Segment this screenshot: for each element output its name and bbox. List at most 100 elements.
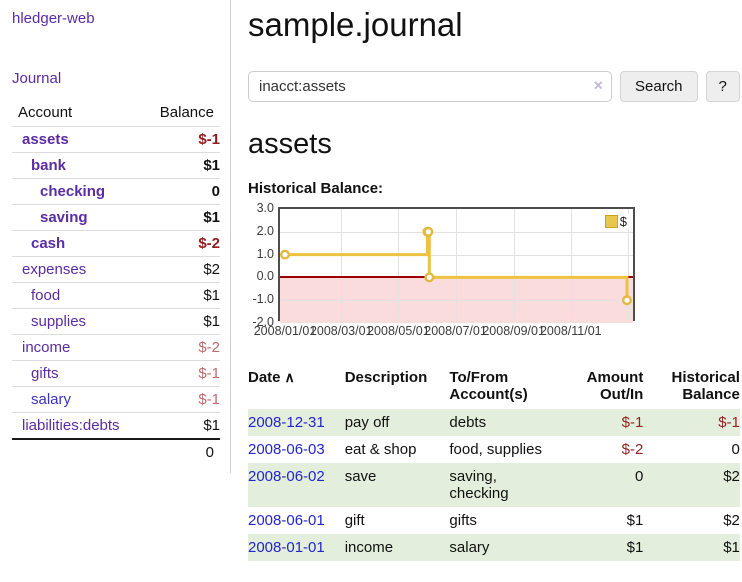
search-box: × (248, 71, 612, 102)
transaction-description: income (344, 539, 394, 556)
transaction-balance: $2 (723, 468, 740, 485)
account-link-food[interactable]: food (31, 287, 61, 304)
account-link-checking[interactable]: checking (40, 183, 106, 200)
register-table: Date ∧ Description To/From Account(s) Amo… (248, 365, 740, 561)
transaction-amount: $1 (626, 512, 644, 529)
account-row: saving $1 (12, 204, 220, 231)
transaction-date-link[interactable]: 2008-06-01 (248, 512, 325, 529)
transaction-date-link[interactable]: 2008-06-03 (248, 441, 325, 458)
account-link-cash[interactable]: cash (31, 235, 66, 252)
account-link-income[interactable]: income (22, 339, 71, 356)
accounts-total-row: 0 (12, 439, 220, 465)
column-header-accounts: To/From Account(s) (449, 369, 528, 403)
account-row: supplies $1 (12, 308, 220, 335)
account-row: liabilities:debts $1 (12, 412, 220, 440)
account-link-expenses[interactable]: expenses (22, 261, 87, 278)
account-balance: $-1 (198, 391, 220, 408)
account-heading: assets (248, 128, 332, 160)
x-tick-label: 2008/01/01 (253, 324, 317, 338)
column-header-description: Description (344, 369, 428, 386)
account-link-liabilities-debts[interactable]: liabilities:debts (22, 417, 120, 434)
transaction-amount: 0 (634, 468, 644, 485)
transaction-balance: $1 (723, 539, 740, 556)
transaction-accounts: gifts (449, 512, 477, 529)
help-button[interactable]: ? (705, 71, 740, 102)
search-button[interactable]: Search (620, 71, 698, 102)
legend-label: $ (619, 214, 627, 229)
transaction-balance: $2 (723, 512, 740, 529)
transaction-date-link[interactable]: 2008-12-31 (248, 414, 325, 431)
account-balance: $1 (203, 209, 220, 226)
column-header-date[interactable]: Date ∧ (248, 369, 295, 386)
y-tick-label: -2.0 (252, 315, 274, 329)
account-link-assets[interactable]: assets (22, 131, 69, 148)
accounts-total-value: 0 (205, 444, 214, 461)
transaction-amount: $-2 (621, 441, 644, 458)
account-link-gifts[interactable]: gifts (31, 365, 59, 382)
x-tick-label: 2008/05/01 (367, 324, 430, 338)
transaction-accounts: saving, checking (449, 468, 509, 502)
search-bar: × Search ? (248, 71, 740, 102)
transaction-description: save (344, 468, 377, 485)
accounts-header-account: Account (18, 104, 73, 121)
account-balance: $-2 (198, 339, 220, 356)
transaction-row: 2008-12-31 pay off debts $-1 $-1 (248, 409, 740, 436)
y-tick-label: 0.0 (256, 269, 274, 284)
v-gridline (398, 209, 400, 319)
account-balance: $2 (203, 261, 220, 278)
account-link-supplies[interactable]: supplies (31, 313, 87, 330)
y-tick-label: -1.0 (252, 292, 274, 307)
sort-ascending-icon: ∧ (284, 369, 295, 385)
transaction-amount: $-1 (621, 414, 644, 431)
chart-y-axis: 3.0 2.0 1.0 0.0 -1.0 -2.0 (248, 201, 278, 329)
transaction-date-link[interactable]: 2008-06-02 (248, 468, 325, 485)
data-point-marker (280, 249, 290, 260)
x-tick-label: 2008/11/01 (539, 324, 602, 338)
account-link-saving[interactable]: saving (40, 209, 88, 226)
page-title: sample.journal (248, 6, 463, 43)
account-balance: $-2 (198, 235, 220, 252)
transaction-balance: $-1 (718, 414, 740, 431)
transaction-accounts: food, supplies (449, 441, 542, 458)
y-tick-label: 2.0 (256, 223, 274, 238)
transaction-date-link[interactable]: 2008-01-01 (248, 539, 325, 556)
account-balance: $1 (203, 417, 220, 434)
data-point-marker (622, 295, 633, 306)
transaction-row: 2008-01-01 income salary $1 $1 (248, 534, 740, 561)
account-balance: $-1 (198, 131, 220, 148)
clear-search-icon[interactable]: × (593, 77, 603, 95)
account-link-bank[interactable]: bank (31, 157, 67, 174)
transaction-row: 2008-06-02 save saving, checking 0 $2 (248, 463, 740, 507)
search-input[interactable] (248, 71, 612, 102)
nav-journal-link[interactable]: Journal (12, 70, 62, 87)
sidebar: hledger-web Journal Account Balance asse… (0, 0, 231, 473)
app-brand[interactable]: hledger-web (12, 10, 95, 27)
v-gridline (341, 209, 343, 319)
data-point-marker (423, 226, 434, 237)
page: hledger-web Journal Account Balance asse… (0, 0, 742, 561)
v-gridline (570, 209, 572, 319)
x-tick-label: 2008/03/01 (309, 324, 373, 338)
main-content: sample.journal × Search ? assets Histori… (231, 0, 742, 561)
account-balance: 0 (211, 183, 220, 200)
data-point-marker (424, 272, 435, 283)
transaction-balance: 0 (731, 441, 740, 458)
account-row: bank $1 (12, 152, 220, 179)
x-tick-label: 2008/09/01 (482, 324, 545, 338)
v-gridline (627, 209, 629, 319)
transaction-description: eat & shop (344, 441, 417, 458)
transaction-accounts: debts (449, 414, 487, 431)
chart-plot-area: $ (278, 207, 635, 323)
chart-x-axis: 2008/01/01 2008/03/01 2008/05/01 2008/07/01… (254, 321, 740, 338)
column-header-amount: Amount Out/In (586, 369, 644, 403)
account-link-salary[interactable]: salary (31, 391, 72, 408)
y-tick-label: 1.0 (256, 246, 274, 261)
register-header-row: Date ∧ Description To/From Account(s) Amo… (248, 365, 740, 409)
account-balance: $-1 (198, 365, 220, 382)
y-tick-label: 3.0 (256, 201, 274, 215)
column-header-balance: Historical Balance (671, 369, 740, 403)
transaction-description: gift (344, 512, 365, 529)
account-row: checking 0 (12, 178, 220, 205)
v-gridline (455, 209, 457, 319)
transaction-row: 2008-06-03 eat & shop food, supplies $-2 0 (248, 436, 740, 463)
